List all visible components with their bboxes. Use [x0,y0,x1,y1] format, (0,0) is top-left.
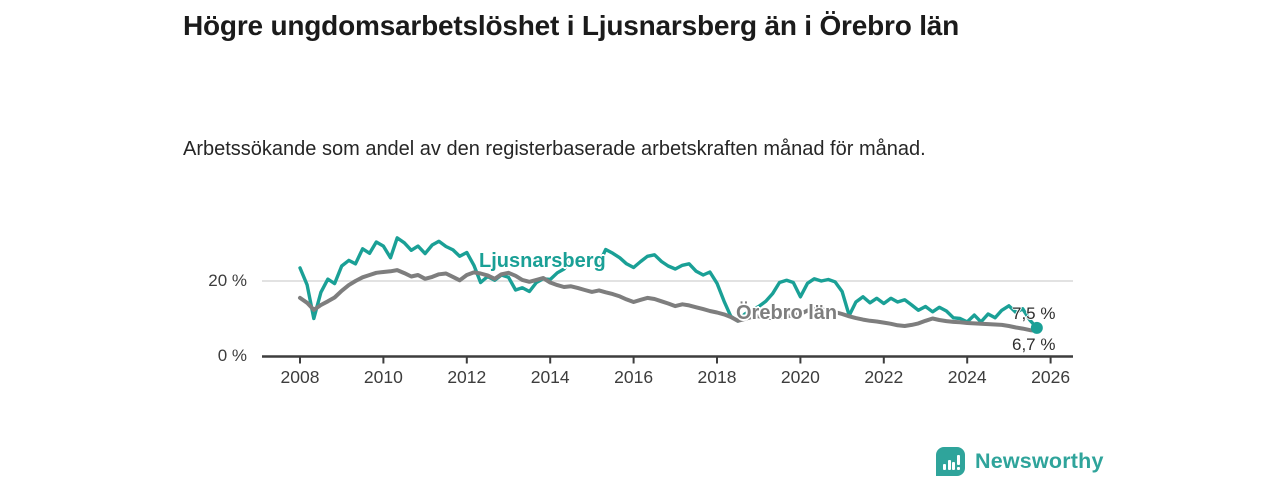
series-label-orebro-lan: Örebro län [736,302,838,324]
end-value-ljusnarsberg: 7,5 % [1012,304,1056,323]
x-tick-label: 2016 [614,367,654,387]
page-title: Högre ungdomsarbetslöshet i Ljusnarsberg… [183,10,960,41]
end-value-orebro-lan: 6,7 % [1012,335,1056,354]
x-tick-label: 2026 [1031,367,1071,387]
x-tick-label: 2012 [447,367,487,387]
series-label-ljusnarsberg: Ljusnarsberg [479,250,606,272]
x-tick-label: 2018 [697,367,737,387]
x-tick-label: 2014 [530,367,570,387]
x-tick-label: 2022 [864,367,904,387]
x-tick-label: 2010 [363,367,403,387]
brand-name: Newsworthy [975,449,1104,473]
x-tick-label: 2008 [280,367,320,387]
page-subtitle: Arbetssökande som andel av den registerb… [183,138,926,160]
y-axis-tick-0: 0 % [217,346,247,365]
y-axis-tick-20: 20 % [208,271,247,290]
bar-chart-speech-bubble-icon [936,447,965,476]
x-tick-label: 2020 [780,367,820,387]
newsworthy-logo[interactable]: Newsworthy [936,447,1104,476]
x-tick-label: 2024 [947,367,987,387]
